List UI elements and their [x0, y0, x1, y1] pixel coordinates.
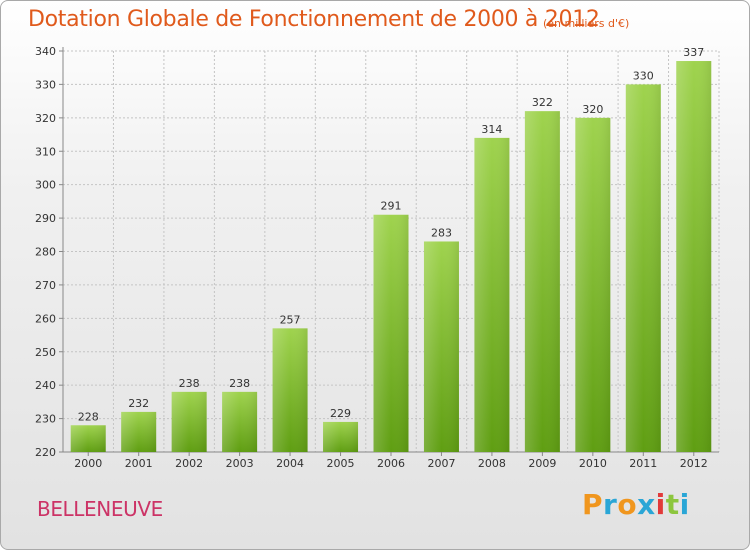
x-tick-label: 2008: [478, 457, 506, 470]
x-tick-label: 2005: [327, 457, 355, 470]
commune-name: BELLENEUVE: [37, 497, 163, 521]
data-label: 322: [532, 96, 553, 109]
x-tick-label: 2000: [74, 457, 102, 470]
y-tick-label: 240: [35, 379, 56, 392]
bar-shade: [373, 214, 409, 452]
y-tick-label: 330: [35, 78, 56, 91]
data-label: 229: [330, 407, 351, 420]
y-tick-label: 340: [35, 45, 56, 58]
bar-shade: [121, 411, 157, 452]
y-tick-label: 250: [35, 346, 56, 359]
logo-letter: i: [655, 488, 666, 521]
y-tick-label: 290: [35, 212, 56, 225]
y-tick-label: 270: [35, 279, 56, 292]
bar-shade: [524, 111, 560, 453]
logo-letter: P: [582, 488, 604, 521]
x-tick-label: 2003: [226, 457, 254, 470]
bar-shade: [70, 425, 106, 452]
logo-letter: t: [665, 488, 680, 521]
y-tick-label: 260: [35, 312, 56, 325]
bar-shade: [323, 421, 359, 452]
data-label: 228: [78, 410, 99, 423]
bar-shade: [575, 117, 611, 452]
proxiti-logo[interactable]: Proxiti: [582, 488, 690, 521]
logo-letter: r: [603, 488, 618, 521]
data-label: 232: [128, 397, 149, 410]
x-tick-label: 2009: [528, 457, 556, 470]
data-label: 283: [431, 226, 452, 239]
logo-letter: i: [679, 488, 690, 521]
y-tick-label: 320: [35, 112, 56, 125]
y-tick-label: 310: [35, 145, 56, 158]
y-tick-label: 220: [35, 446, 56, 459]
data-label: 337: [683, 46, 704, 59]
x-tick-label: 2010: [579, 457, 607, 470]
y-tick-label: 230: [35, 413, 56, 426]
bar-shade: [625, 84, 661, 453]
data-label: 314: [481, 123, 502, 136]
x-tick-label: 2011: [629, 457, 657, 470]
x-tick-label: 2012: [680, 457, 708, 470]
x-tick-label: 2006: [377, 457, 405, 470]
bars: [70, 61, 712, 453]
bar-shade: [272, 328, 308, 452]
chart-title: Dotation Globale de Fonctionnement de 20…: [28, 7, 600, 32]
chart-unit: (en milliers d'€): [543, 17, 630, 30]
data-label: 238: [179, 377, 200, 390]
data-label: 320: [582, 103, 603, 116]
data-label: 291: [381, 200, 402, 213]
labels: 220 230 240 250 260 270 280 290 300 310 320 330 340 2…: [35, 45, 708, 470]
bar-shade: [423, 241, 459, 452]
x-tick-label: 2007: [427, 457, 455, 470]
x-tick-label: 2001: [125, 457, 153, 470]
y-tick-label: 280: [35, 246, 56, 259]
logo-letter: x: [637, 488, 656, 521]
data-label: 238: [229, 377, 250, 390]
data-label: 257: [280, 313, 301, 326]
x-tick-label: 2004: [276, 457, 304, 470]
bar-shade: [171, 391, 207, 452]
data-label: 330: [633, 69, 654, 82]
bar-shade: [222, 391, 258, 452]
bar-shade: [676, 61, 712, 453]
x-tick-label: 2002: [175, 457, 203, 470]
bar-shade: [474, 137, 510, 452]
y-tick-label: 300: [35, 179, 56, 192]
logo-letter: o: [617, 488, 638, 521]
